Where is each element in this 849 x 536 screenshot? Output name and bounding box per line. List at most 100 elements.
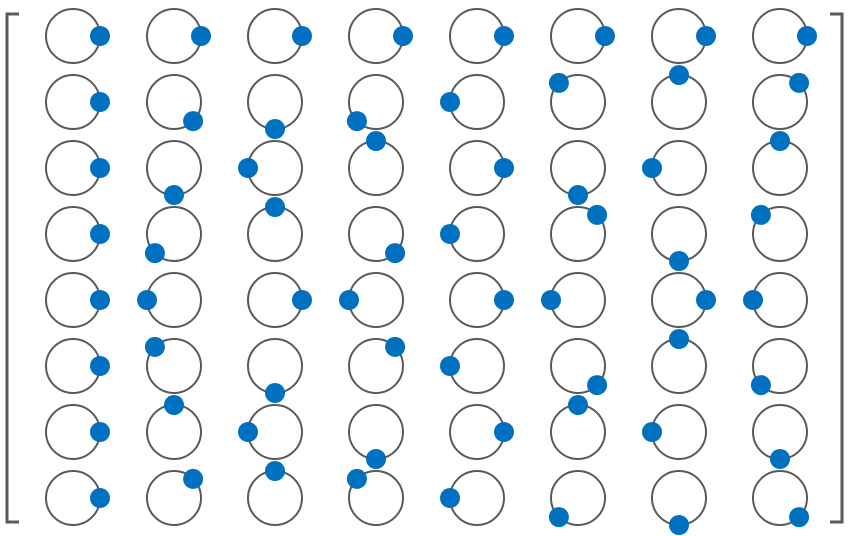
matrix-cells — [45, 8, 817, 535]
phasor-dot — [696, 26, 716, 46]
matrix-cell — [440, 74, 505, 130]
matrix-cell — [238, 140, 303, 196]
phasor-circle — [550, 470, 606, 526]
matrix-cell — [146, 8, 211, 64]
phasor-dot — [669, 329, 689, 349]
matrix-cell — [45, 140, 110, 196]
matrix-cell — [449, 272, 514, 328]
phasor-dot — [366, 131, 386, 151]
matrix-cell — [651, 65, 707, 130]
phasor-dot — [265, 383, 285, 403]
matrix-cell — [45, 338, 110, 394]
phasor-dot — [191, 26, 211, 46]
matrix-cell — [449, 404, 514, 460]
phasor-dot — [393, 26, 413, 46]
matrix-cell — [750, 338, 808, 396]
phasor-circle — [752, 470, 808, 526]
phasor-circle — [752, 338, 808, 394]
phasor-dot — [494, 290, 514, 310]
matrix-cell — [550, 338, 608, 396]
matrix-cell — [651, 8, 716, 64]
phasor-circle — [752, 206, 808, 262]
matrix-cell — [45, 404, 110, 460]
matrix-cell — [440, 338, 505, 394]
phasor-dot — [770, 449, 790, 469]
phasor-dot — [568, 185, 588, 205]
phasor-dot — [90, 356, 110, 376]
phasor-dot — [494, 158, 514, 178]
phasor-dot — [385, 336, 406, 357]
phasor-dot — [789, 72, 810, 93]
phasor-dot — [750, 204, 771, 225]
matrix-cell — [449, 8, 514, 64]
phasor-dot — [90, 26, 110, 46]
phasor-dot — [743, 290, 763, 310]
phasor-dot — [595, 26, 615, 46]
matrix-cell — [144, 206, 202, 264]
matrix-cell — [550, 8, 615, 64]
matrix-cell — [752, 131, 808, 196]
phasor-dot — [346, 111, 367, 132]
phasor-dot — [90, 422, 110, 442]
matrix-cell — [651, 470, 707, 535]
matrix-cell — [146, 395, 202, 460]
phasor-dot — [366, 449, 386, 469]
matrix-cell — [752, 470, 810, 528]
matrix-cell — [45, 272, 110, 328]
phasor-dot — [440, 224, 460, 244]
phasor-dot — [494, 422, 514, 442]
phasor-dot — [440, 356, 460, 376]
matrix-cell — [348, 404, 404, 469]
matrix-cell — [247, 8, 312, 64]
phasor-dot — [90, 290, 110, 310]
phasor-dot — [90, 158, 110, 178]
phasor-circle — [550, 338, 606, 394]
matrix-cell — [750, 204, 808, 262]
matrix-cell — [339, 272, 404, 328]
phasor-dot — [164, 185, 184, 205]
matrix-cell — [548, 72, 606, 130]
matrix-cell — [752, 8, 817, 64]
matrix-cell — [550, 395, 606, 460]
matrix-cell — [348, 8, 413, 64]
phasor-circle — [348, 470, 404, 526]
right-bracket — [830, 12, 844, 524]
phasor-dot — [164, 395, 184, 415]
phasor-dot — [642, 158, 662, 178]
matrix-cell — [642, 404, 707, 460]
matrix-cell — [752, 72, 810, 130]
matrix-cell — [348, 131, 404, 196]
matrix-cell — [440, 206, 505, 262]
phasor-dot — [568, 395, 588, 415]
matrix-cell — [146, 74, 204, 132]
matrix-cell — [348, 336, 406, 394]
phasor-dot — [797, 26, 817, 46]
phasor-dot — [770, 131, 790, 151]
phasor-circle — [146, 74, 202, 130]
phasor-circle — [348, 338, 404, 394]
matrix-cell — [45, 470, 110, 526]
matrix-cell — [45, 206, 110, 262]
phasor-dot — [548, 72, 569, 93]
matrix-cell — [247, 74, 303, 139]
phasor-circle — [752, 74, 808, 130]
matrix-cell — [651, 272, 716, 328]
phasor-dot — [696, 290, 716, 310]
phasor-dot — [548, 507, 569, 528]
phasor-dot — [440, 488, 460, 508]
matrix-cell — [752, 404, 808, 469]
matrix-cell — [137, 272, 202, 328]
phasor-circle — [348, 74, 404, 130]
phasor-dot — [440, 92, 460, 112]
phasor-dot — [265, 461, 285, 481]
phasor-dot — [183, 468, 204, 489]
phasor-dot — [144, 336, 165, 357]
phasor-circle — [146, 206, 202, 262]
phasor-dot — [90, 224, 110, 244]
matrix-cell — [146, 140, 202, 205]
phasor-dot — [385, 243, 406, 264]
phasor-dot — [669, 251, 689, 271]
matrix-cell — [642, 140, 707, 196]
phasor-dot — [541, 290, 561, 310]
